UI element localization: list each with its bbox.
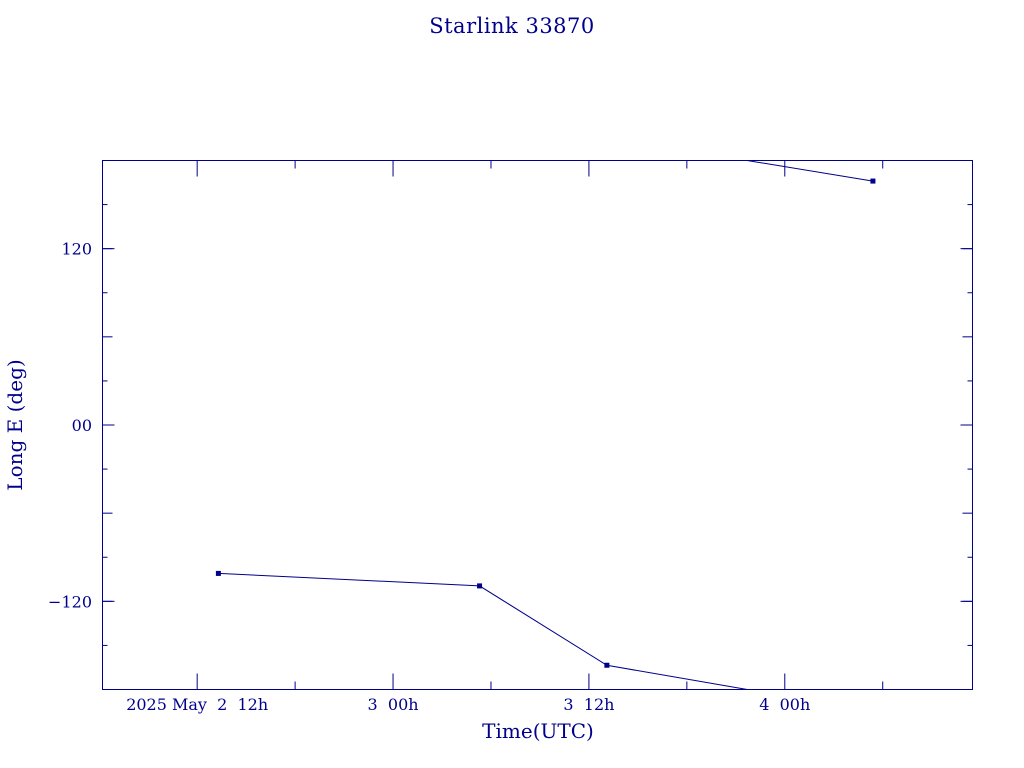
data-point [604, 662, 610, 668]
chart-title: Starlink 33870 [429, 14, 595, 38]
data-point [215, 570, 221, 576]
plot-frame [102, 160, 973, 690]
series-line [218, 572, 748, 690]
data-point [870, 178, 876, 184]
x-tick-label: 3 12h [563, 695, 614, 714]
data-point [477, 583, 483, 589]
y-tick-label: −120 [48, 592, 92, 611]
x-axis-label: Time(UTC) [482, 719, 594, 743]
y-tick-label: 00 [72, 416, 92, 435]
series-line [747, 160, 873, 182]
x-tick-label: 2025 May 2 12h [126, 695, 268, 714]
y-tick-label: 120 [61, 240, 92, 259]
x-tick-label: 4 00h [759, 695, 810, 714]
x-tick-label: 3 00h [368, 695, 419, 714]
y-axis-label: Long E (deg) [3, 359, 27, 490]
